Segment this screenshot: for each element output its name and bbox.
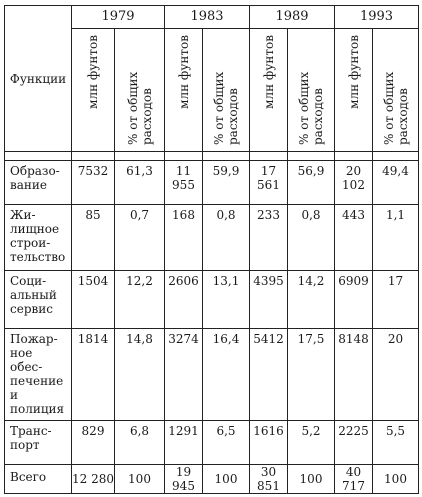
table-cell: 85 <box>71 204 115 271</box>
document-page: Функции 1979 1983 1989 1993 млн фунтов %… <box>4 5 419 494</box>
table-cell: 0,8 <box>202 204 250 271</box>
row-label: Всего <box>4 464 72 494</box>
table-cell: 1504 <box>71 270 115 329</box>
table-cell: 100 <box>114 464 165 494</box>
spacer-row <box>4 151 419 161</box>
table-cell: 12,2 <box>114 270 165 329</box>
table-cell: 1291 <box>164 420 203 465</box>
table-cell: 49,4 <box>372 160 419 205</box>
table-cell: 5,5 <box>372 420 419 465</box>
table-cell: 5,2 <box>287 420 335 465</box>
table-cell: 16,4 <box>202 328 250 421</box>
table-cell: 1,1 <box>372 204 419 271</box>
table-cell: 100 <box>287 464 335 494</box>
table-cell: 40 717 <box>334 464 373 494</box>
year-header-1989: 1989 <box>249 5 335 29</box>
table-cell: 61,3 <box>114 160 165 205</box>
table-cell: 6,8 <box>114 420 165 465</box>
table-row-fire-and-police: Пожар-ное обес-печение и полиция 1814 14… <box>4 328 419 421</box>
table-cell: 20 <box>372 328 419 421</box>
table-row-transport: Транс-порт 829 6,8 1291 6,5 1616 5,2 222… <box>4 420 419 465</box>
table-cell: 13,1 <box>202 270 250 329</box>
table-row-social-services: Соци-альный сервис 1504 12,2 2606 13,1 4… <box>4 270 419 329</box>
table-cell: 17,5 <box>287 328 335 421</box>
year-header-1979: 1979 <box>71 5 165 29</box>
table-cell: 0,8 <box>287 204 335 271</box>
pct-header-1993: % от общих расходов <box>372 28 419 152</box>
table-cell: 20 102 <box>334 160 373 205</box>
mln-header-1989: млн фунтов <box>249 28 288 152</box>
expenditure-table: Функции 1979 1983 1989 1993 млн фунтов %… <box>4 5 419 494</box>
row-label: Жи-лищное строи-тельство <box>4 204 72 271</box>
functions-column-header: Функции <box>4 5 72 152</box>
table-cell: 100 <box>372 464 419 494</box>
pct-header-1983: % от общих расходов <box>202 28 250 152</box>
table-cell: 17 561 <box>249 160 288 205</box>
row-label: Соци-альный сервис <box>4 270 72 329</box>
table-cell: 11 955 <box>164 160 203 205</box>
table-cell: 2225 <box>334 420 373 465</box>
table-cell: 829 <box>71 420 115 465</box>
table-cell: 8148 <box>334 328 373 421</box>
table-cell: 233 <box>249 204 288 271</box>
row-label: Пожар-ное обес-печение и полиция <box>4 328 72 421</box>
table-cell: 5412 <box>249 328 288 421</box>
table-cell: 14,8 <box>114 328 165 421</box>
table-row-education: Образо-вание 7532 61,3 11 955 59,9 17 56… <box>4 160 419 205</box>
table-cell: 12 280 <box>71 464 115 494</box>
table-cell: 1814 <box>71 328 115 421</box>
table-cell: 19 945 <box>164 464 203 494</box>
row-label: Транс-порт <box>4 420 72 465</box>
row-label: Образо-вание <box>4 160 72 205</box>
mln-header-1993: млн фунтов <box>334 28 373 152</box>
table-cell: 1616 <box>249 420 288 465</box>
pct-header-1979: % от общих расходов <box>114 28 165 152</box>
table-cell: 100 <box>202 464 250 494</box>
year-header-1993: 1993 <box>334 5 419 29</box>
table-cell: 14,2 <box>287 270 335 329</box>
table-row-housing: Жи-лищное строи-тельство 85 0,7 168 0,8 … <box>4 204 419 271</box>
table-cell: 443 <box>334 204 373 271</box>
table-cell: 2606 <box>164 270 203 329</box>
table-row-total: Всего 12 280 100 19 945 100 30 851 100 4… <box>4 464 419 494</box>
table-cell: 4395 <box>249 270 288 329</box>
table-cell: 6,5 <box>202 420 250 465</box>
table-cell: 0,7 <box>114 204 165 271</box>
table-cell: 3274 <box>164 328 203 421</box>
table-cell: 168 <box>164 204 203 271</box>
table-cell: 17 <box>372 270 419 329</box>
table-cell: 6909 <box>334 270 373 329</box>
mln-header-1983: млн фунтов <box>164 28 203 152</box>
table-cell: 7532 <box>71 160 115 205</box>
table-cell: 59,9 <box>202 160 250 205</box>
year-header-1983: 1983 <box>164 5 250 29</box>
mln-header-1979: млн фунтов <box>71 28 115 152</box>
table-cell: 56,9 <box>287 160 335 205</box>
pct-header-1989: % от общих расходов <box>287 28 335 152</box>
table-cell: 30 851 <box>249 464 288 494</box>
